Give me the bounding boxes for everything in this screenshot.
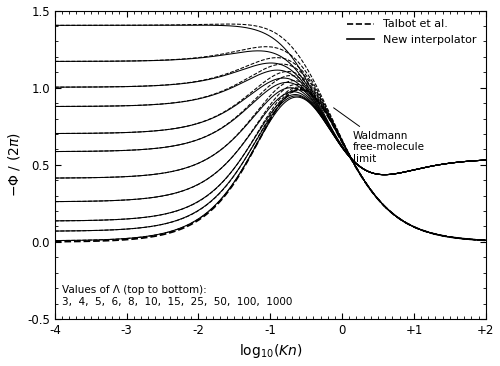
X-axis label: log$_{10}$($Kn$): log$_{10}$($Kn$) [238,343,302,361]
Text: Values of Λ (top to bottom):
3,  4,  5,  6,  8,  10,  15,  25,  50,  100,  1000: Values of Λ (top to bottom): 3, 4, 5, 6,… [62,285,292,307]
Legend: Talbot et al., New interpolator: Talbot et al., New interpolator [344,16,480,48]
Text: Waldmann
free-molecule
limit: Waldmann free-molecule limit [334,108,425,164]
Y-axis label: $-\Phi$ / (2$\pi$): $-\Phi$ / (2$\pi$) [6,132,22,197]
